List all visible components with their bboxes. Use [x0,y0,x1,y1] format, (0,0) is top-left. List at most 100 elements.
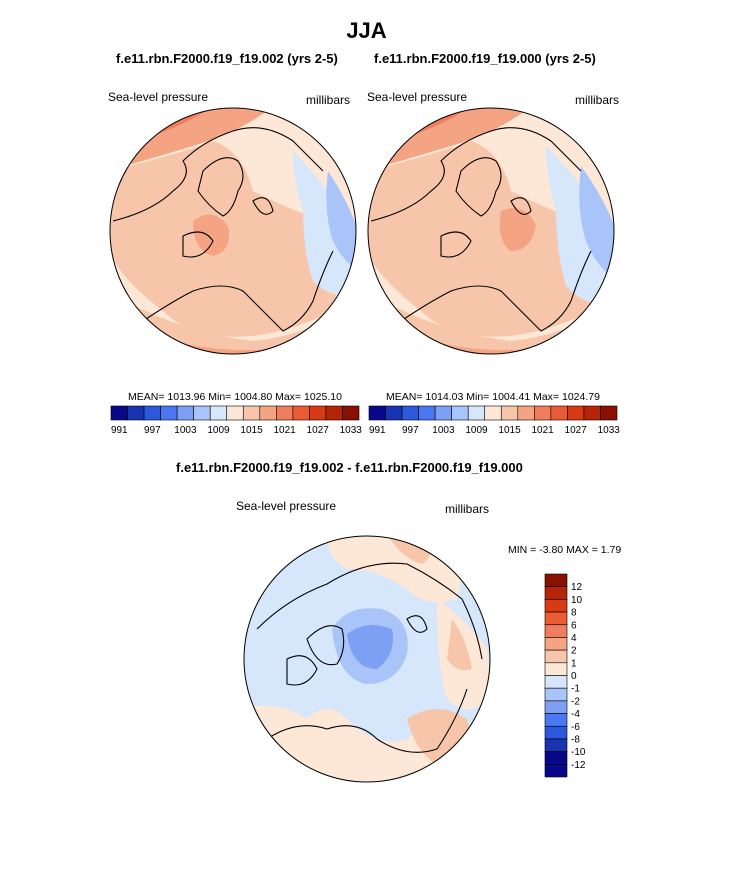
panel1-colorbar-cell [176,405,194,421]
difference-colorbar-cell [544,687,568,702]
panel1-units: millibars [306,93,351,107]
difference-positive-east-core [447,619,472,671]
panel1-polar-map [109,107,357,355]
panel1-colorbar-label: 1003 [174,425,197,436]
panel1-colorbar-cell [242,405,261,421]
panel2-contour-1015 [368,141,595,337]
difference-colorbar-label: 1 [571,658,577,669]
panel2-colorbar-label: 1009 [465,425,488,436]
difference-colorbar-label: -10 [571,747,586,758]
difference-colorbar-cell [544,700,568,714]
panel2-colorbar-cell [484,405,502,421]
panel2-colorbar-cell [401,405,419,421]
difference-colorbar-cell [544,713,568,727]
panel2-colorbar-label: 1003 [432,425,455,436]
difference-colorbar-label: -2 [571,696,580,707]
difference-title: f.e11.rbn.F2000.f19_f19.002 - f.e11.rbn.… [176,460,523,475]
difference-colorbar-cell [544,738,568,752]
panel1-case-title: f.e11.rbn.F2000.f19_f19.002 (yrs 2-5) [116,51,338,66]
panel1-colorbar-cell [160,405,178,421]
panel2-colorbar-label: 991 [369,425,386,436]
panel2-coastline-america [400,250,592,332]
panel1-coastline-eurasia [112,127,324,222]
panel2-units: millibars [575,93,620,107]
difference-colorbar-cell [544,764,568,778]
panel2-colorbar-cell [500,405,519,421]
panel1-colorbar-label: 991 [111,425,128,436]
panel2-colorbar-label: 1027 [565,425,588,436]
panel2-colorbar-cell [434,405,452,421]
difference-colorbar-cell [544,675,568,689]
panel2-low-east [546,146,613,304]
panel1-colorbar-cell [209,405,228,421]
panel2-colorbar-cell [517,405,535,421]
panel2-colorbar-label: 1021 [531,425,554,436]
panel1-colorbar-cell [226,405,244,421]
difference-polar-map [243,535,491,783]
panel1-colorbar-cell [292,405,310,421]
panel1-colorbar-cell [193,405,211,421]
panel2-stats: MEAN= 1014.03 Min= 1004.41 Max= 1024.79 [386,391,600,403]
difference-colorbar-label: 12 [571,582,583,593]
panel1-colorbar-cell [325,405,343,421]
difference-negative-pole-core [347,625,393,669]
panel2-case-title: f.e11.rbn.F2000.f19_f19.000 (yrs 2-5) [374,51,596,66]
panel1-coastline-america [142,250,334,332]
panel1-colorbar-label: 1015 [240,425,263,436]
panel1-colorbar-label: 1021 [273,425,296,436]
panel1-colorbar-label: 1033 [340,425,363,436]
difference-variable: Sea-level pressure [236,499,337,513]
difference-colorbar-cell [544,573,568,587]
panel1-colorbar-cell [259,405,277,421]
panel2-coastline-greenland [455,157,502,217]
difference-colorbar-cell [544,611,568,626]
panel1-coastline-arctic-islands [182,197,274,258]
difference-colorbar-label: -4 [571,709,580,720]
panel2-colorbar-label: 1015 [498,425,521,436]
difference-colorbar-cell [544,662,568,676]
difference-colorbar-cell [544,624,568,638]
difference-colorbar-cell [544,751,568,765]
panel2-variable: Sea-level pressure [367,90,468,104]
panel2-colorbar-label: 1033 [598,425,621,436]
panel2-pole-high [499,208,536,251]
panel1-colorbar-label: 1027 [307,425,330,436]
panel2-colorbar-cell [451,405,469,421]
difference-colorbar-label: -12 [571,760,586,771]
panel1-stats: MEAN= 1013.96 Min= 1004.80 Max= 1025.10 [128,391,342,403]
panel1-coastline-greenland [197,157,244,217]
difference-colorbar-label: 2 [571,646,577,657]
panel2-colorbar-cell [583,405,601,421]
difference-colorbar-label: 6 [571,620,577,631]
difference-colorbar-label: 10 [571,595,583,606]
difference-colorbar-label: -6 [571,722,580,733]
difference-colorbar-label: 0 [571,671,577,682]
panel2-colorbar-cell [418,405,436,421]
panel2-colorbar-cell [368,405,386,421]
panel2-colorbar-cell [534,405,552,421]
panel2-coastline-arctic-islands [440,197,532,258]
panel2-colorbar: 991 997 1003 1009 1015 1021 1027 1033 [368,405,621,436]
panel2-colorbar-cell [600,405,618,421]
panel1-colorbar-cell [309,405,327,421]
difference-colorbar-label: 4 [571,633,577,644]
panel1-colorbar-cell [143,405,161,421]
panel1-colorbar-cell [110,405,128,421]
panel1-variable: Sea-level pressure [108,90,209,104]
panel2-colorbar-cell [467,405,486,421]
panel2-colorbar-label: 997 [402,425,419,436]
season-title: JJA [346,18,387,43]
panel2-colorbar-cell [567,405,585,421]
panel1-colorbar-cell [276,405,294,421]
difference-units: millibars [445,502,490,516]
panel1-colorbar-cell [127,405,145,421]
difference-colorbar-cell [544,649,568,664]
difference-colorbar-label: 8 [571,608,577,619]
panel1-low-east [293,151,355,295]
panel1-colorbar: 991 997 1003 1009 1015 1021 1027 1033 [110,405,363,436]
panel2-colorbar-cell [385,405,403,421]
panel2-low-core [579,166,614,281]
difference-colorbar-cell [544,586,568,600]
difference-colorbar-cell [544,599,568,613]
